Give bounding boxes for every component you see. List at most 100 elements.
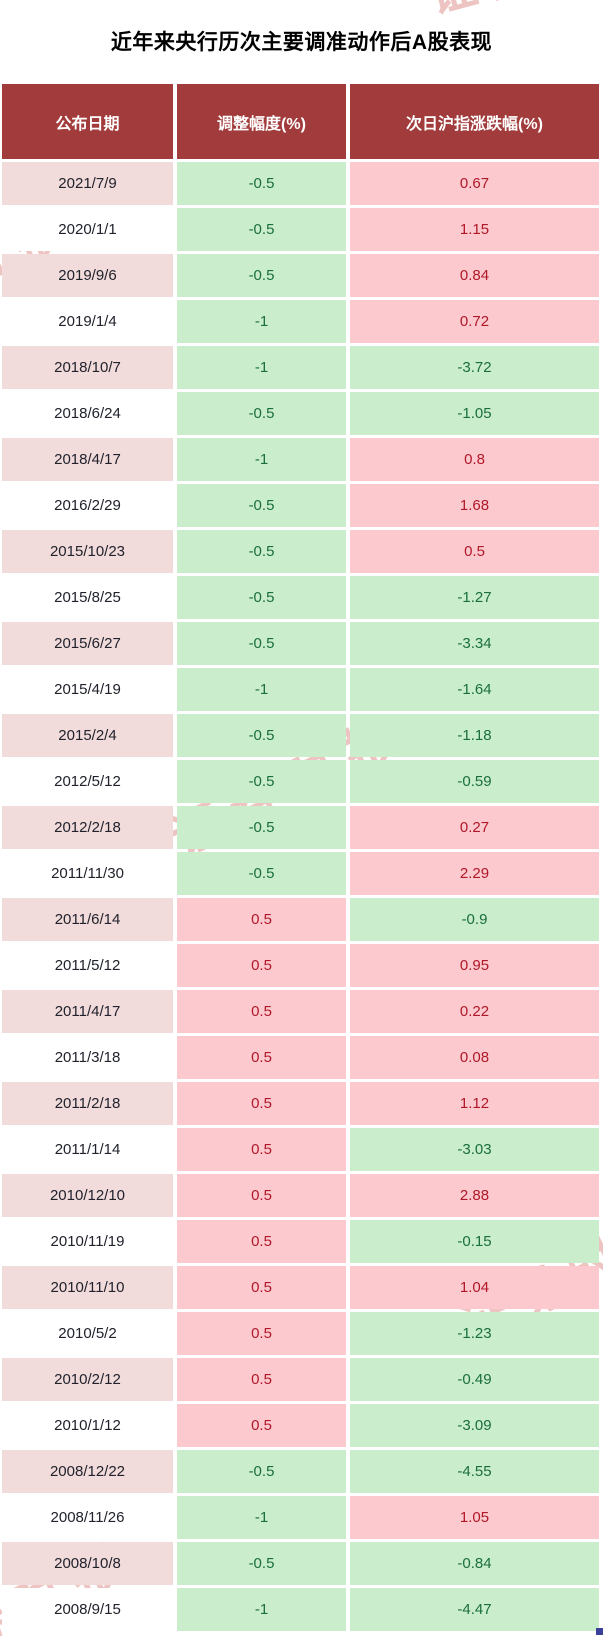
next-day-change-cell: 1.04	[350, 1266, 599, 1309]
adjustment-cell: 0.5	[177, 1128, 346, 1171]
date-cell: 2020/1/1	[2, 208, 173, 251]
date-cell: 2015/4/19	[2, 668, 173, 711]
next-day-change-cell: -1.27	[350, 576, 599, 619]
table-row: 2011/2/18 0.5 1.12	[2, 1082, 599, 1125]
adjustment-cell: 0.5	[177, 1266, 346, 1309]
next-day-change-cell: 0.22	[350, 990, 599, 1033]
next-day-change-cell: 1.05	[350, 1496, 599, 1539]
next-day-change-cell: -4.55	[350, 1450, 599, 1493]
header-announce-date: 公布日期	[2, 84, 173, 159]
next-day-change-cell: -1.18	[350, 714, 599, 757]
next-day-change-cell: 0.72	[350, 300, 599, 343]
next-day-change-cell: 0.27	[350, 806, 599, 849]
date-cell: 2011/5/12	[2, 944, 173, 987]
table-row: 2016/2/29 -0.5 1.68	[2, 484, 599, 527]
table-row: 2018/10/7 -1 -3.72	[2, 346, 599, 389]
adjustment-cell: -0.5	[177, 622, 346, 665]
next-day-change-cell: -0.59	[350, 760, 599, 803]
date-cell: 2010/1/12	[2, 1404, 173, 1447]
next-day-change-cell: -3.03	[350, 1128, 599, 1171]
table-header-row: 公布日期 调整幅度(%) 次日沪指涨跌幅(%)	[2, 84, 599, 159]
table-row: 2008/11/26 -1 1.05	[2, 1496, 599, 1539]
header-adjustment-pct: 调整幅度(%)	[177, 84, 346, 159]
table-row: 2015/10/23 -0.5 0.5	[2, 530, 599, 573]
next-day-change-cell: -4.47	[350, 1588, 599, 1631]
table-row: 2019/1/4 -1 0.72	[2, 300, 599, 343]
table-row: 2012/5/12 -0.5 -0.59	[2, 760, 599, 803]
adjustment-cell: 0.5	[177, 990, 346, 1033]
next-day-change-cell: -0.9	[350, 898, 599, 941]
table-row: 2008/9/15 -1 -4.47	[2, 1588, 599, 1631]
adjustment-cell: -0.5	[177, 392, 346, 435]
adjustment-cell: -0.5	[177, 714, 346, 757]
table-row: 2015/4/19 -1 -1.64	[2, 668, 599, 711]
adjustment-cell: -0.5	[177, 530, 346, 573]
data-table: 公布日期 调整幅度(%) 次日沪指涨跌幅(%) 2021/7/9 -0.5 0.67…	[2, 84, 599, 1634]
next-day-change-cell: -1.05	[350, 392, 599, 435]
next-day-change-cell: 0.84	[350, 254, 599, 297]
next-day-change-cell: -3.09	[350, 1404, 599, 1447]
adjustment-cell: 0.5	[177, 1036, 346, 1079]
next-day-change-cell: 1.12	[350, 1082, 599, 1125]
date-cell: 2012/5/12	[2, 760, 173, 803]
table-row: 2015/8/25 -0.5 -1.27	[2, 576, 599, 619]
adjustment-cell: -0.5	[177, 1542, 346, 1585]
adjustment-cell: -0.5	[177, 208, 346, 251]
date-cell: 2019/9/6	[2, 254, 173, 297]
adjustment-cell: -0.5	[177, 852, 346, 895]
adjustment-cell: 0.5	[177, 944, 346, 987]
table-row: 2019/9/6 -0.5 0.84	[2, 254, 599, 297]
adjustment-cell: -1	[177, 438, 346, 481]
adjustment-cell: -1	[177, 1496, 346, 1539]
adjustment-cell: 0.5	[177, 898, 346, 941]
table-row: 2018/6/24 -0.5 -1.05	[2, 392, 599, 435]
table-row: 2008/12/22 -0.5 -4.55	[2, 1450, 599, 1493]
table-row: 2011/5/12 0.5 0.95	[2, 944, 599, 987]
selection-handle	[596, 1628, 603, 1635]
date-cell: 2016/2/29	[2, 484, 173, 527]
date-cell: 2010/5/2	[2, 1312, 173, 1355]
next-day-change-cell: 0.5	[350, 530, 599, 573]
adjustment-cell: -0.5	[177, 484, 346, 527]
table-row: 2011/3/18 0.5 0.08	[2, 1036, 599, 1079]
table-row: 2011/11/30 -0.5 2.29	[2, 852, 599, 895]
date-cell: 2008/9/15	[2, 1588, 173, 1631]
table-row: 2010/5/2 0.5 -1.23	[2, 1312, 599, 1355]
next-day-change-cell: -1.64	[350, 668, 599, 711]
table-row: 2015/6/27 -0.5 -3.34	[2, 622, 599, 665]
adjustment-cell: -0.5	[177, 806, 346, 849]
next-day-change-cell: 0.67	[350, 162, 599, 205]
header-next-day-change: 次日沪指涨跌幅(%)	[350, 84, 599, 159]
adjustment-cell: -1	[177, 668, 346, 711]
table-body: 2021/7/9 -0.5 0.67 2020/1/1 -0.5 1.15 2019/9/6…	[2, 162, 599, 1631]
date-cell: 2015/10/23	[2, 530, 173, 573]
date-cell: 2011/6/14	[2, 898, 173, 941]
adjustment-cell: -0.5	[177, 162, 346, 205]
adjustment-cell: 0.5	[177, 1358, 346, 1401]
date-cell: 2011/4/17	[2, 990, 173, 1033]
date-cell: 2018/6/24	[2, 392, 173, 435]
table-row: 2010/2/12 0.5 -0.49	[2, 1358, 599, 1401]
date-cell: 2011/3/18	[2, 1036, 173, 1079]
date-cell: 2018/4/17	[2, 438, 173, 481]
next-day-change-cell: -3.72	[350, 346, 599, 389]
next-day-change-cell: 0.08	[350, 1036, 599, 1079]
date-cell: 2015/8/25	[2, 576, 173, 619]
next-day-change-cell: 0.95	[350, 944, 599, 987]
date-cell: 2008/10/8	[2, 1542, 173, 1585]
date-cell: 2010/11/10	[2, 1266, 173, 1309]
date-cell: 2010/12/10	[2, 1174, 173, 1217]
date-cell: 2010/2/12	[2, 1358, 173, 1401]
adjustment-cell: -1	[177, 1588, 346, 1631]
next-day-change-cell: -1.23	[350, 1312, 599, 1355]
table-row: 2011/4/17 0.5 0.22	[2, 990, 599, 1033]
table-row: 2018/4/17 -1 0.8	[2, 438, 599, 481]
next-day-change-cell: -0.84	[350, 1542, 599, 1585]
table-row: 2011/6/14 0.5 -0.9	[2, 898, 599, 941]
next-day-change-cell: 2.88	[350, 1174, 599, 1217]
adjustment-cell: -1	[177, 300, 346, 343]
adjustment-cell: -0.5	[177, 576, 346, 619]
adjustment-cell: 0.5	[177, 1082, 346, 1125]
next-day-change-cell: 1.68	[350, 484, 599, 527]
adjustment-cell: -0.5	[177, 760, 346, 803]
